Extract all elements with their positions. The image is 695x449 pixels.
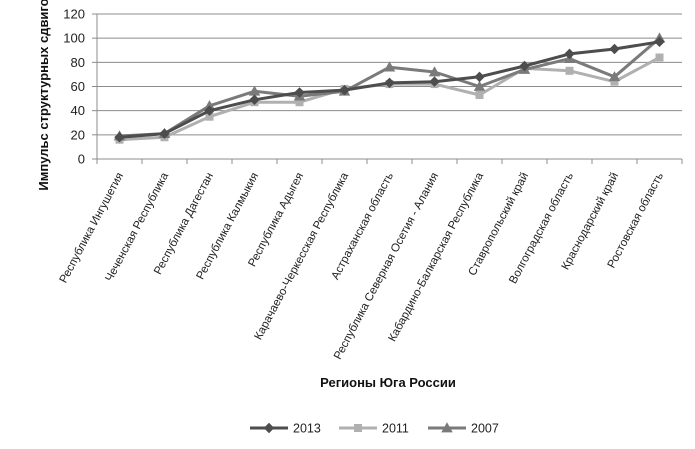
y-tick-label: 60 [71,79,85,94]
data-point-2007 [473,80,486,91]
data-point-2013 [384,77,395,89]
data-point-2011 [565,66,574,75]
data-point-2011 [295,98,304,107]
data-point-2007 [383,61,396,72]
legend-label: 2007 [471,422,499,436]
data-point-2007 [248,85,261,96]
legend-item-2011: 2011 [339,422,409,436]
data-point-2013 [429,76,440,87]
y-tick-label: 100 [63,31,85,46]
legend-item-2007: 2007 [428,422,499,436]
data-point-2013 [114,132,125,143]
series-2013 [114,36,665,143]
y-tick-labels: 0 20 40 60 80 100 120 [63,7,85,167]
legend-marker [354,424,362,432]
series-line-2013 [119,40,660,139]
data-point-2007 [428,66,441,77]
data-point-2011 [655,53,664,62]
data-point-2013 [654,36,665,48]
data-point-2013 [249,94,260,106]
axes [92,13,683,164]
data-point-2013 [294,87,305,98]
y-tick-label: 80 [71,55,85,70]
y-tick-label: 20 [71,127,85,142]
legend-item-2013: 2013 [250,422,321,436]
legend-marker [441,422,453,433]
data-point-2013 [204,105,215,116]
data-point-2013 [474,71,485,83]
y-tick-label: 0 [78,152,85,167]
series-group [113,32,666,144]
x-axis-title: Регионы Юга России [320,375,456,390]
data-point-2007 [608,71,621,82]
legend-label: 2011 [382,422,409,436]
legend-marker [263,422,275,434]
data-point-2007 [203,100,216,111]
data-point-2013 [339,84,350,96]
data-point-2013 [609,43,620,55]
data-point-2013 [519,60,530,72]
data-point-2013 [564,48,575,60]
x-tick-label: Кабардино-Балкарская Республика [387,170,487,344]
legend-label: 2013 [293,422,321,436]
legend: 2013 2011 2007 [250,422,499,436]
y-axis-title: Импульс структурных сдвигов [36,0,51,191]
y-tick-label: 40 [71,103,85,118]
data-point-2011 [475,90,484,99]
data-point-2011 [205,112,214,121]
data-point-2011 [610,77,619,86]
x-tick-label: Карачаево-Черкесская Республика [253,170,352,342]
data-point-2013 [159,128,170,139]
y-tick-label: 120 [63,7,85,22]
